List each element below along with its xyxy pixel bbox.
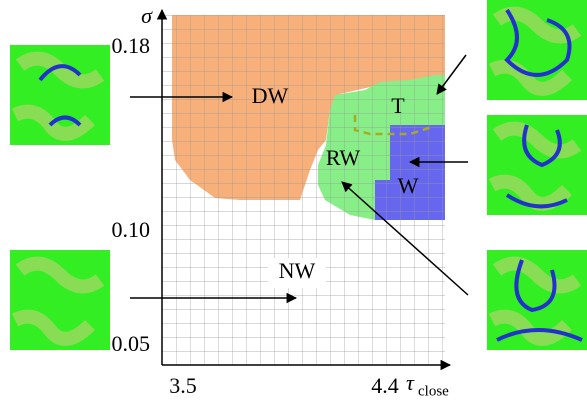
label-bg bbox=[268, 258, 326, 288]
region-label: W bbox=[398, 173, 419, 198]
inset bbox=[487, 115, 587, 215]
region-label: NW bbox=[279, 258, 316, 283]
inset bbox=[487, 250, 587, 350]
y-tick-label: 0.10 bbox=[112, 217, 151, 242]
inset bbox=[10, 45, 110, 145]
x-label: τ bbox=[406, 370, 415, 395]
labels: σ 0.18 0.10 0.05 3.5 4.4 τ close DW T RW… bbox=[112, 3, 450, 399]
inset bbox=[10, 250, 110, 350]
y-label: σ bbox=[141, 3, 153, 28]
grid bbox=[162, 15, 445, 365]
arrow bbox=[341, 181, 469, 296]
x-tick-label: 3.5 bbox=[169, 373, 197, 398]
region-label: RW bbox=[326, 145, 360, 170]
x-label-sub: close bbox=[418, 383, 449, 399]
insets bbox=[10, 0, 587, 350]
arrow bbox=[436, 54, 467, 95]
arrows bbox=[130, 54, 469, 304]
y-tick-label: 0.18 bbox=[112, 33, 151, 58]
y-tick-label: 0.05 bbox=[112, 331, 151, 356]
region-label: T bbox=[391, 93, 405, 118]
x-tick-label: 4.4 bbox=[371, 373, 399, 398]
region-label: DW bbox=[252, 83, 289, 108]
inset bbox=[487, 0, 587, 100]
plot-area bbox=[156, 8, 452, 371]
